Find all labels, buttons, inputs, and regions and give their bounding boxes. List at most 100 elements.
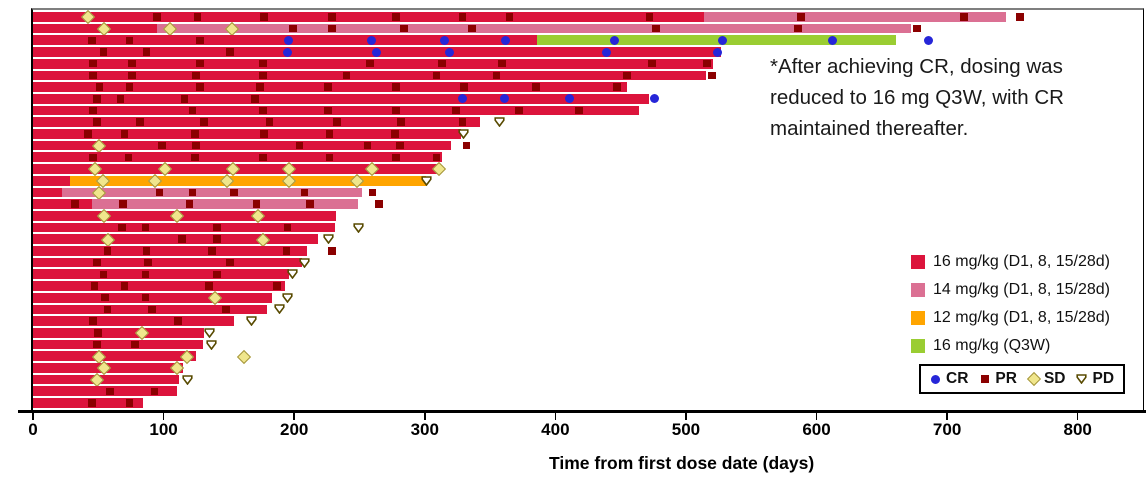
pr-marker-icon [259,153,267,162]
x-axis-tick [423,412,426,420]
patient-bar-segment [33,386,177,397]
patient-bar-segment [61,187,363,198]
pr-marker-icon [93,95,101,103]
dose-legend-item: 16 mg/kg (D1, 8, 15/28d) [911,248,1110,276]
pr-marker-icon [462,141,471,150]
pr-marker-icon [328,247,336,255]
patient-bar-segment [33,129,462,139]
dose-swatch-icon [911,255,925,269]
patient-bar-segment [33,222,335,233]
x-axis-tick-label: 0 [28,420,38,439]
pr-marker-icon [259,59,267,68]
pr-marker-icon [960,13,968,21]
x-axis-tick-label: 300 [410,420,439,439]
pr-marker-icon [575,106,583,115]
dose-legend-label: 16 mg/kg (Q3W) [933,337,1051,354]
pr-marker-icon [260,130,268,138]
patient-bar-segment [91,199,359,209]
dose-legend-label: 16 mg/kg (D1, 8, 15/28d) [933,253,1110,270]
response-legend-item: PD [1076,370,1114,388]
pr-marker-icon [226,258,234,267]
cr-marker-icon [283,47,293,57]
pr-marker-icon [192,71,201,80]
patient-bar-segment [704,12,1006,22]
pr-marker-icon [324,106,332,115]
patient-bar-segment [33,398,143,408]
pr-marker-icon [191,153,199,162]
patient-bar-segment [33,152,442,163]
patient-bar-segment [33,281,286,291]
pr-marker-icon [101,293,109,302]
pr-marker-icon [208,247,216,255]
pr-marker-icon [70,200,79,208]
pr-marker-icon [103,305,112,314]
pr-marker-icon [797,13,805,21]
patient-bar-segment [33,351,197,362]
pr-marker-icon [87,399,96,407]
pd-marker-icon [420,175,432,186]
response-legend-box: CR PR SD PD [919,364,1126,394]
x-axis-line [18,410,1146,413]
x-axis-tick [685,412,687,420]
pr-marker-icon [180,95,189,103]
pr-marker-icon [142,48,151,56]
pr-marker-icon [703,59,711,68]
pr-marker-icon [306,200,314,208]
sd-marker-icon [1026,372,1041,387]
pr-marker-icon [251,95,259,103]
pr-marker-icon [193,13,202,21]
cr-marker-icon [366,35,376,45]
pd-marker-icon [494,117,505,128]
cr-marker-icon [718,35,727,45]
pr-marker-icon [390,130,399,138]
x-axis-tick-label: 800 [1063,420,1092,439]
cr-marker-icon [458,94,468,104]
pr-marker-icon [328,24,336,33]
pr-marker-icon [368,188,377,197]
patient-bar-segment [157,23,911,34]
pr-marker-icon [366,59,374,68]
pr-marker-icon [981,375,989,383]
pr-marker-icon [256,83,265,91]
pr-marker-icon [125,399,134,407]
patient-bar-segment [33,93,650,104]
pr-marker-icon [196,83,204,91]
pr-marker-icon [87,36,96,45]
pr-marker-icon [124,153,133,162]
cr-marker-icon [439,35,449,45]
pr-marker-icon [196,59,204,68]
pr-marker-icon [432,153,441,162]
pr-marker-icon [652,24,660,33]
pr-marker-icon [200,118,208,126]
pr-marker-icon [144,258,152,267]
pr-marker-icon [913,24,921,33]
pr-marker-icon [205,282,214,290]
plot-area [31,8,1144,413]
pd-marker-icon [1076,374,1088,384]
patient-bar-segment [33,175,70,186]
patient-bar-segment [33,140,451,151]
pr-marker-icon [196,36,204,45]
dose-swatch-icon [911,311,925,325]
pr-marker-icon [295,141,304,150]
pr-marker-icon [178,235,186,243]
annotation-line-3: maintained thereafter. [770,117,969,140]
pr-marker-icon [213,223,221,232]
pr-marker-icon [260,13,268,21]
pr-marker-icon [259,71,267,80]
cr-marker-icon [650,94,660,104]
dose-legend-item: 14 mg/kg (D1, 8, 15/28d) [911,276,1110,304]
pr-marker-icon [645,13,654,21]
pd-marker-icon [206,339,217,350]
pr-marker-icon [325,130,334,138]
response-legend-label: SD [1043,370,1066,387]
pr-marker-icon [392,83,400,91]
pr-marker-icon [188,106,197,115]
pr-marker-icon [708,71,716,80]
annotation-line-2: reduced to 16 mg Q3W, with CR [770,86,1064,109]
patient-bar-segment [33,23,158,34]
response-legend-label: PR [995,370,1017,387]
pr-marker-icon [93,340,101,349]
pr-marker-icon [273,282,281,290]
